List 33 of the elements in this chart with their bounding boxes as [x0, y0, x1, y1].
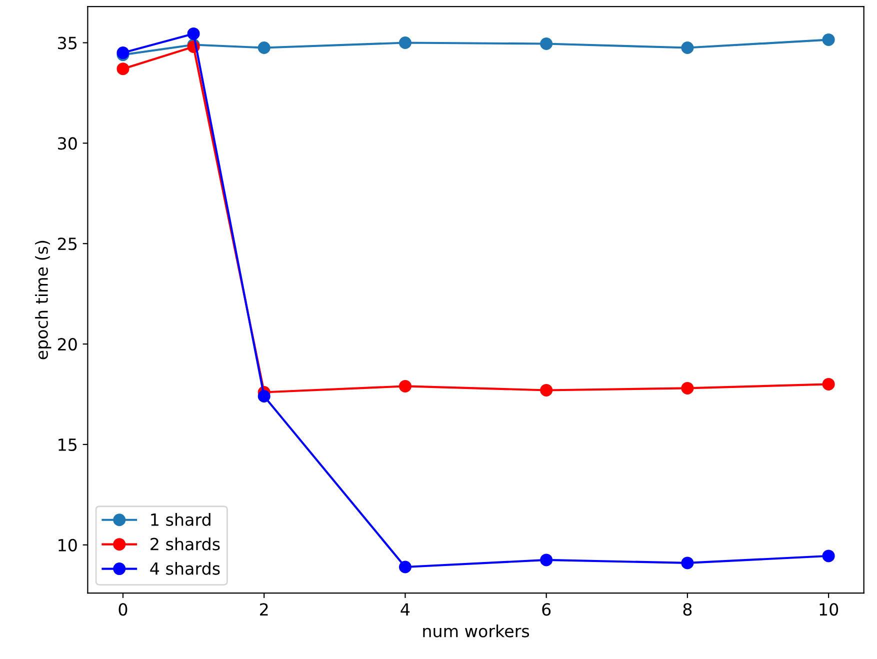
point — [822, 33, 835, 46]
point — [258, 42, 270, 54]
x-tick-label: 10 — [820, 603, 838, 616]
point — [187, 27, 200, 40]
x-axis-title: num workers — [423, 624, 530, 638]
point — [822, 550, 835, 562]
legend-label: 4 shards — [150, 562, 220, 575]
y-tick-label: 25 — [58, 238, 77, 250]
x-tick-label: 6 — [542, 603, 551, 616]
x-tick-label: 4 — [400, 603, 410, 616]
x-tick-label: 8 — [683, 603, 692, 616]
point — [540, 384, 553, 396]
point — [398, 560, 412, 574]
legend-label: 1 shard — [151, 513, 210, 526]
y-tick-label: 30 — [58, 137, 77, 150]
point — [681, 42, 694, 54]
y-tick-label: 10 — [58, 538, 77, 552]
point — [540, 38, 553, 50]
y-tick-label: 15 — [58, 438, 77, 452]
point — [398, 380, 412, 392]
legend-label: 2 shards — [150, 538, 220, 550]
point — [681, 556, 694, 570]
x-tick-label: 2 — [260, 603, 268, 616]
point — [540, 554, 553, 566]
point — [822, 378, 835, 390]
point — [258, 390, 270, 403]
y-tick-label: 20 — [58, 338, 77, 351]
y-tick-label: 35 — [58, 36, 77, 50]
x-tick-label: 0 — [118, 603, 128, 616]
y-axis-title: epoch time (s) — [35, 240, 52, 360]
point — [681, 382, 694, 394]
point — [116, 62, 130, 76]
point — [398, 36, 412, 49]
